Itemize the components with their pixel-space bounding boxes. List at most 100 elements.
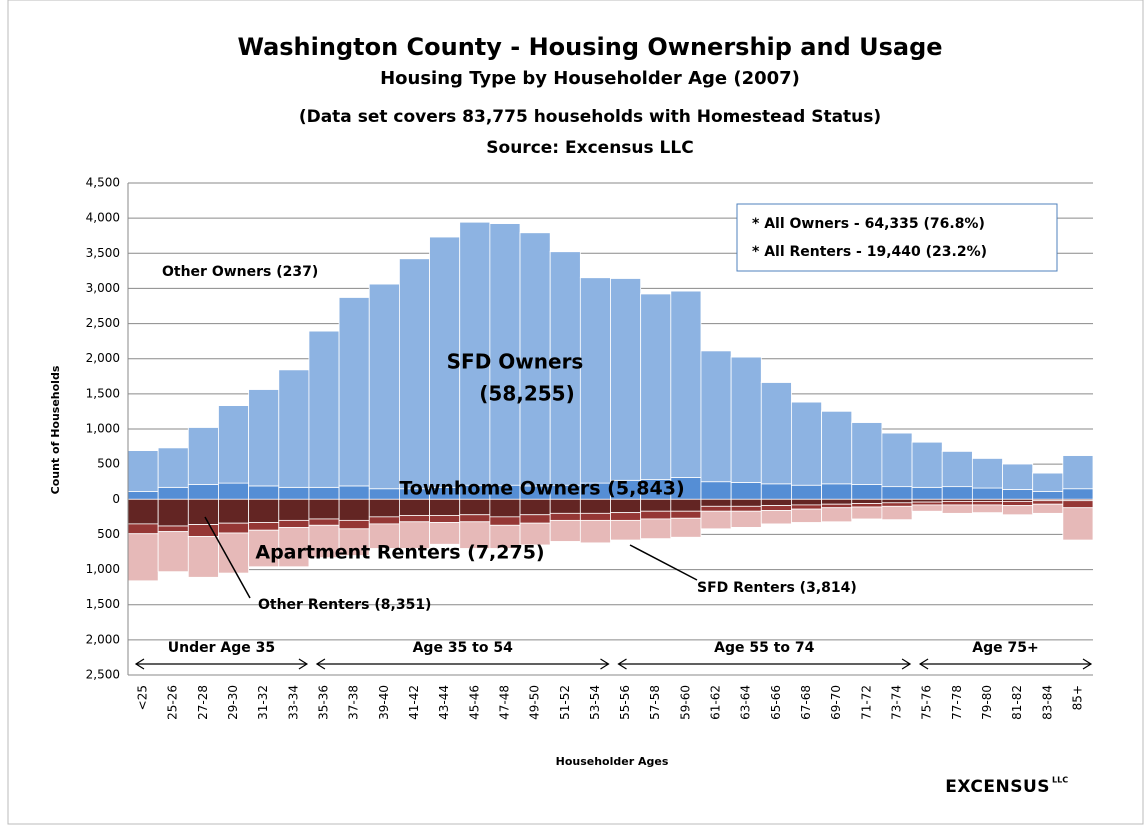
bar-segment [128,492,158,500]
bar-segment [822,499,852,504]
bar-segment [279,520,309,527]
x-tick-label: 79-80 [980,685,994,720]
x-tick-label: 57-58 [648,685,662,720]
bar-segment [912,502,942,505]
bar-segment [731,357,761,482]
bar-segment [671,518,701,537]
bar-segment [580,513,610,520]
bar-segment [852,507,882,519]
bar-segment [611,513,641,521]
y-axis-label: Count of Households [49,365,62,494]
bar-segment [731,482,761,499]
bar-segment [339,297,369,486]
bar-segment [490,499,520,517]
annotation: Other Owners (237) [162,264,318,280]
bar-segment [822,411,852,484]
bar-segment [972,505,1002,513]
bar-segment [399,515,429,521]
bar-segment [761,382,791,483]
bar-segment [580,520,610,542]
bar-segment [399,499,429,515]
x-tick-label: 59-60 [678,685,692,720]
bar-segment [761,511,791,524]
bar-segment [309,499,339,519]
y-tick-label: 2,500 [86,316,120,330]
bar-segment [701,499,731,506]
bar-segment [852,485,882,500]
bar-segment [731,499,761,506]
bar-segment [550,499,580,513]
x-tick-label: 47-48 [497,685,511,720]
x-tick-label: 43-44 [437,685,451,720]
x-tick-label: 67-68 [799,685,813,720]
bar-segment [1033,501,1063,505]
bar-segment [882,487,912,500]
x-tick-label: 33-34 [286,685,300,720]
bar-segment [822,484,852,499]
x-tick-label: 85+ [1070,685,1084,710]
bar-segment [611,520,641,540]
bar-segment [701,511,731,529]
x-tick-label: 75-76 [920,685,934,720]
group-label: Age 35 to 54 [413,640,514,656]
group-label: Under Age 35 [168,640,275,656]
y-tick-label: 3,500 [86,246,120,260]
bar-segment [550,520,580,541]
x-tick-label: 41-42 [407,685,421,720]
bar-segment [309,331,339,487]
bar-segment [671,499,701,511]
bar-segment [128,451,158,492]
bar-segment [460,499,490,514]
subtitle: Source: Excensus LLC [486,138,693,158]
bar-segment [942,487,972,500]
bar-segment [761,506,791,511]
bar-segment [188,427,218,484]
y-tick-label: 4,500 [86,176,120,190]
annotation: Apartment Renters (7,275) [255,542,544,564]
bar-segment [822,508,852,522]
y-tick-label: 0 [112,492,120,506]
x-tick-label: 61-62 [709,685,723,720]
bar-segment [1003,506,1033,515]
bar-segment [279,487,309,499]
bar-segment [158,526,188,532]
subtitle: Housing Type by Householder Age (2007) [380,68,800,89]
bar-segment [972,458,1002,488]
bar-segment [188,499,218,524]
bar-segment [128,499,158,524]
y-tick-label: 500 [97,527,120,541]
y-tick-label: 1,000 [86,562,120,576]
bar-segment [1063,489,1093,500]
bar-segment [249,522,279,530]
bar-segment [249,486,279,499]
bar-segment [188,485,218,500]
annotation: Townhome Owners (5,843) [399,478,684,500]
bar-segment [641,294,671,480]
x-tick-label: 73-74 [889,685,903,720]
x-tick-label: 29-30 [226,685,240,720]
bar-segment [912,499,942,502]
bar-segment [158,448,188,488]
y-tick-label: 1,000 [86,422,120,436]
bar-segment [942,451,972,486]
bar-segment [249,389,279,486]
bar-segment [1063,455,1093,488]
bar-segment [339,486,369,499]
bar-segment [1003,464,1033,490]
y-tick-label: 2,500 [86,668,120,682]
bar-segment [520,515,550,523]
x-tick-label: 65-66 [769,685,783,720]
x-tick-label: 25-26 [166,685,180,720]
bar-segment [158,499,188,526]
annotation: (58,255) [479,382,574,406]
x-tick-label: 31-32 [256,685,270,720]
x-tick-label: 55-56 [618,685,632,720]
bar-segment [852,499,882,503]
bar-segment [309,519,339,525]
bar-segment [791,485,821,499]
bar-segment [369,517,399,524]
bar-segment [882,506,912,519]
x-tick-label: 39-40 [377,685,391,720]
bar-segment [369,499,399,517]
